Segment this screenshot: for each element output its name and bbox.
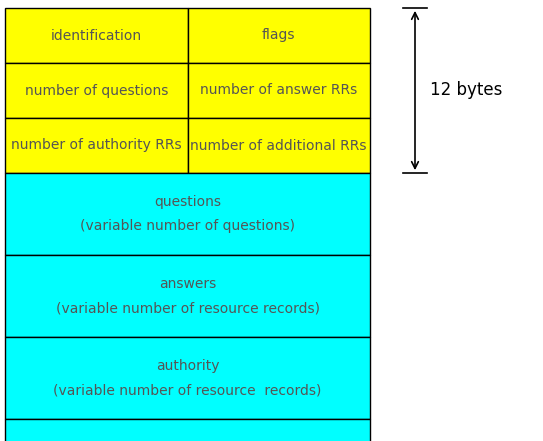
- Text: 12 bytes: 12 bytes: [430, 81, 502, 99]
- Text: (variable number of resource records): (variable number of resource records): [55, 301, 319, 315]
- Text: answers: answers: [159, 277, 216, 291]
- Bar: [5, 63, 187, 118]
- Bar: [5, 173, 370, 255]
- Bar: [5, 419, 370, 441]
- Bar: [5, 8, 187, 63]
- Text: questions: questions: [154, 194, 221, 209]
- Bar: [5, 118, 187, 173]
- Text: number of answer RRs: number of answer RRs: [200, 83, 357, 97]
- Text: authority: authority: [156, 359, 219, 373]
- Text: flags: flags: [262, 29, 295, 42]
- Bar: [5, 337, 370, 419]
- Bar: [187, 118, 370, 173]
- Bar: [187, 63, 370, 118]
- Text: number of additional RRs: number of additional RRs: [191, 138, 367, 153]
- Text: number of authority RRs: number of authority RRs: [11, 138, 181, 153]
- Bar: [187, 8, 370, 63]
- Text: identification: identification: [50, 29, 142, 42]
- Text: (variable number of resource  records): (variable number of resource records): [53, 383, 321, 397]
- Text: (variable number of questions): (variable number of questions): [80, 219, 295, 233]
- Bar: [5, 255, 370, 337]
- Text: number of questions: number of questions: [24, 83, 168, 97]
